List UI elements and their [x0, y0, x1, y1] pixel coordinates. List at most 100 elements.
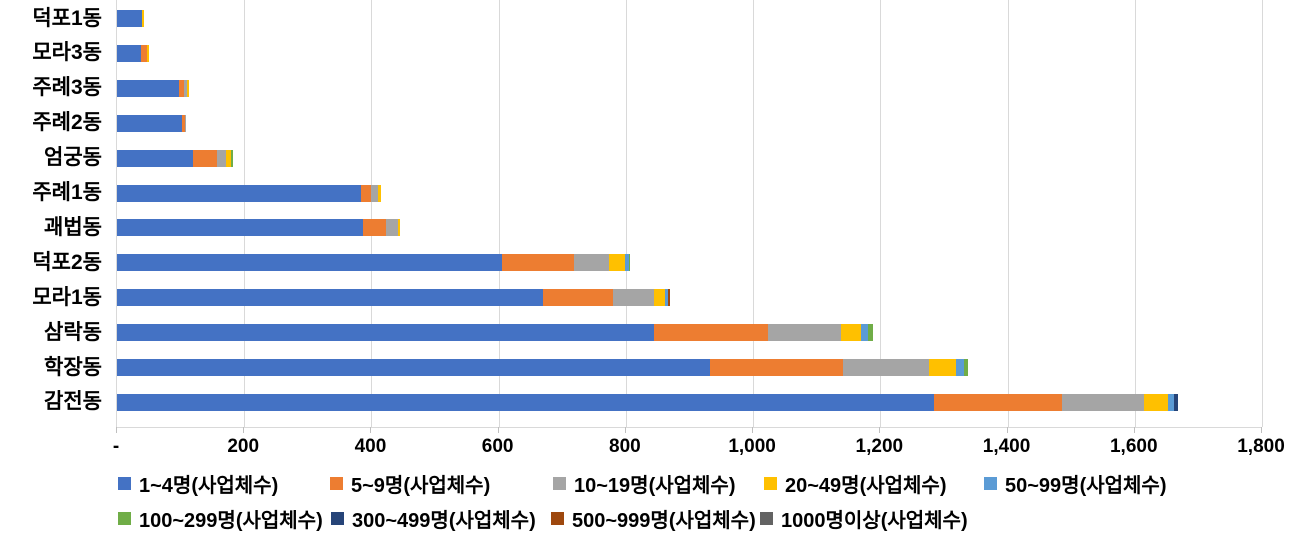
bar-segment[interactable]	[185, 114, 187, 132]
legend-swatch-icon	[551, 511, 564, 525]
bar-segment[interactable]	[117, 219, 363, 237]
bar-segment[interactable]	[665, 289, 669, 307]
axis-tick	[370, 427, 372, 433]
bar-segment[interactable]	[867, 324, 873, 342]
bar-segment[interactable]	[710, 359, 843, 376]
bar-segment[interactable]	[181, 114, 186, 132]
legend-entry-7[interactable]: 500~999명(사업체수)	[551, 505, 756, 532]
bar-segment[interactable]	[840, 324, 862, 342]
bar-segment[interactable]	[231, 149, 234, 167]
bar-row-엄궁동	[117, 149, 234, 167]
bar-segment[interactable]	[861, 324, 868, 342]
bar-segment[interactable]	[625, 254, 630, 272]
legend-label: 50~99명(사업체수)	[1005, 474, 1167, 497]
legend-entry-1[interactable]: 5~9명(사업체수)	[330, 470, 490, 497]
bar-segment[interactable]	[929, 359, 956, 376]
legend-entry-3[interactable]: 20~49명(사업체수)	[764, 470, 947, 497]
bar-row-주례2동	[117, 114, 187, 132]
bar-segment[interactable]	[362, 219, 387, 237]
bar-segment[interactable]	[186, 79, 189, 97]
bar-segment[interactable]	[117, 114, 182, 132]
gridline-1,600	[1134, 0, 1136, 427]
bar-segment[interactable]	[386, 219, 398, 237]
bar-segment[interactable]	[183, 79, 187, 97]
bar-segment[interactable]	[216, 149, 227, 167]
bar-segment[interactable]	[178, 79, 184, 97]
bar-segment[interactable]	[955, 359, 965, 376]
legend-swatch-icon	[553, 476, 566, 490]
bar-segment[interactable]	[117, 359, 711, 376]
bar-segment[interactable]	[542, 289, 613, 307]
x-axis-tick-label: 200	[227, 436, 260, 457]
bar-segment[interactable]	[1173, 393, 1178, 411]
bar-row-괘법동	[117, 219, 401, 237]
bar-segment[interactable]	[842, 359, 930, 376]
bar-segment[interactable]	[397, 219, 401, 237]
legend-label: 10~19명(사업체수)	[574, 474, 736, 497]
category-label-3: 주례2동	[32, 111, 102, 135]
bar-segment[interactable]	[574, 254, 610, 272]
bar-segment[interactable]	[146, 44, 149, 62]
bar-segment[interactable]	[377, 184, 381, 202]
bar-segment[interactable]	[142, 10, 145, 27]
gridline-600	[498, 0, 500, 427]
bar-segment[interactable]	[668, 289, 670, 307]
bar-row-감전동	[117, 393, 1178, 411]
bar-segment[interactable]	[117, 184, 361, 202]
legend-entry-2[interactable]: 10~19명(사업체수)	[553, 470, 736, 497]
gridline-1,800	[1262, 0, 1263, 427]
legend-entry-4[interactable]: 50~99명(사업체수)	[984, 470, 1167, 497]
bar-segment[interactable]	[371, 184, 378, 202]
legend-entry-0[interactable]: 1~4명(사업체수)	[118, 470, 278, 497]
gridline-1,000	[753, 0, 755, 427]
category-label-0: 덕포1동	[32, 6, 102, 30]
bar-row-모라1동	[117, 289, 670, 307]
category-label-9: 삼락동	[44, 320, 102, 344]
gridline-1,400	[1007, 0, 1009, 427]
bar-segment[interactable]	[117, 254, 503, 272]
bar-segment[interactable]	[502, 254, 575, 272]
x-axis-tick-label: 1,600	[1109, 436, 1158, 457]
bar-row-덕포1동	[117, 10, 145, 27]
bar-segment[interactable]	[629, 254, 631, 272]
plot-area	[116, 0, 1263, 428]
bar-segment[interactable]	[767, 324, 841, 342]
bar-segment[interactable]	[1061, 393, 1145, 411]
bar-segment[interactable]	[933, 393, 1062, 411]
bar-segment[interactable]	[226, 149, 232, 167]
bar-segment[interactable]	[1168, 393, 1174, 411]
axis-tick	[243, 427, 245, 433]
legend-label: 20~49명(사업체수)	[785, 474, 947, 497]
axis-tick	[879, 427, 881, 433]
x-axis-tick-label: 1,000	[728, 436, 776, 457]
bar-segment[interactable]	[360, 184, 372, 202]
x-axis-tick-label: 400	[354, 436, 387, 457]
bar-segment[interactable]	[612, 289, 655, 307]
category-label-1: 모라3동	[32, 41, 102, 65]
bar-segment[interactable]	[609, 254, 626, 272]
bar-segment[interactable]	[117, 324, 654, 342]
x-axis-tick-label: 1,800	[1237, 436, 1285, 457]
legend-label: 1000명이상(사업체수)	[781, 509, 968, 532]
bar-segment[interactable]	[141, 44, 147, 62]
legend-swatch-icon	[984, 476, 997, 490]
bar-segment[interactable]	[653, 324, 768, 342]
bar-segment[interactable]	[193, 149, 217, 167]
bar-segment[interactable]	[117, 44, 142, 62]
bar-segment[interactable]	[117, 393, 934, 411]
bar-segment[interactable]	[117, 79, 179, 97]
bar-segment[interactable]	[1144, 393, 1169, 411]
bar-segment[interactable]	[117, 289, 543, 307]
category-label-4: 엄궁동	[44, 146, 102, 170]
bar-segment[interactable]	[117, 10, 143, 27]
legend-entry-5[interactable]: 100~299명(사업체수)	[118, 505, 323, 532]
bar-segment[interactable]	[964, 359, 969, 376]
bar-row-학장동	[117, 359, 969, 376]
legend-swatch-icon	[331, 511, 344, 525]
legend-entry-6[interactable]: 300~499명(사업체수)	[331, 505, 536, 532]
bar-segment[interactable]	[654, 289, 666, 307]
bar-row-모라3동	[117, 44, 149, 62]
bar-segment[interactable]	[117, 149, 194, 167]
legend-entry-8[interactable]: 1000명이상(사업체수)	[760, 505, 968, 532]
legend-swatch-icon	[118, 511, 131, 525]
